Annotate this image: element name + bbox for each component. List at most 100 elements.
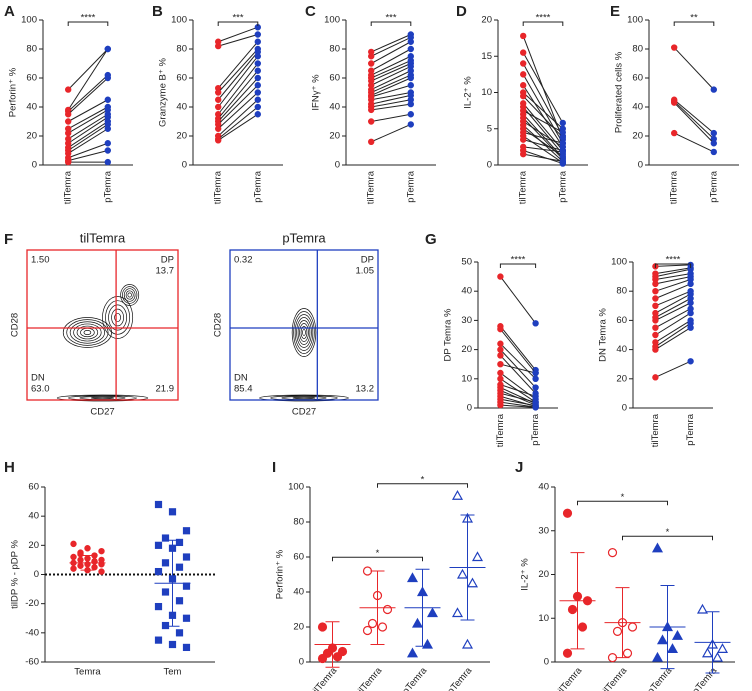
pair-line	[371, 94, 411, 105]
pair-line	[67, 48, 109, 90]
panel-label: F	[4, 231, 13, 248]
point	[182, 553, 191, 561]
pair-line	[522, 110, 564, 133]
panel-label: J	[515, 459, 523, 476]
y-tick-label: 20	[461, 344, 472, 355]
point	[711, 651, 724, 662]
contour	[76, 325, 99, 340]
x-tick-label: pTemra	[530, 413, 541, 445]
point	[652, 324, 659, 331]
contour	[291, 308, 317, 357]
y-tick-label: 80	[176, 44, 187, 55]
y-tick-label: 20	[26, 131, 37, 142]
point	[497, 273, 504, 280]
y-axis-label: CD28	[213, 313, 224, 337]
pair-line	[523, 131, 563, 144]
point	[532, 393, 539, 400]
point	[710, 148, 718, 156]
y-tick-label: 100	[21, 15, 37, 26]
point	[559, 158, 567, 165]
point	[182, 527, 191, 535]
pair-line	[522, 95, 564, 138]
point	[532, 375, 539, 382]
point	[77, 556, 84, 564]
pair-line	[218, 34, 258, 47]
pair-line	[370, 34, 412, 53]
quadrant-name: DP	[161, 255, 174, 266]
y-tick-label: 40	[28, 511, 39, 522]
error-bar	[165, 539, 180, 627]
point	[687, 280, 694, 288]
pair-line	[522, 92, 564, 130]
x-tick-label: CD27⁻ tilTemra	[579, 665, 630, 691]
pair-line	[500, 328, 536, 374]
contour	[125, 290, 134, 300]
point	[154, 567, 163, 576]
contour	[259, 394, 349, 402]
pair-line	[655, 298, 691, 318]
pair-line	[371, 113, 411, 122]
pair-line	[370, 65, 412, 86]
point	[407, 74, 414, 82]
point	[671, 99, 678, 106]
pair-line	[68, 142, 108, 159]
gate-frame	[229, 249, 379, 401]
y-axis-label: DN Temra %	[598, 308, 609, 362]
point	[497, 346, 504, 353]
pair-line	[67, 48, 109, 111]
x-tick-label: tilTemra	[213, 170, 224, 204]
significance-label: *	[621, 492, 625, 503]
point	[671, 44, 678, 51]
pair-line	[522, 106, 564, 155]
point	[214, 125, 222, 132]
pair-line	[371, 92, 411, 101]
point	[407, 82, 414, 89]
y-tick-label: 20	[293, 622, 304, 633]
pairs	[214, 24, 261, 144]
x-tick-label: Tem	[164, 667, 182, 678]
point	[182, 643, 191, 652]
pair-line	[500, 404, 536, 408]
pair-line	[370, 74, 412, 93]
point	[104, 74, 112, 82]
point	[382, 604, 393, 615]
pairs	[497, 273, 539, 411]
point	[652, 317, 659, 324]
y-axis-label: Granzyme B⁺ %	[158, 58, 169, 127]
y-tick-label: 0	[32, 160, 37, 171]
pair-line	[500, 384, 536, 397]
pair-line	[500, 355, 536, 394]
contour	[108, 304, 128, 331]
point	[214, 42, 222, 50]
panel-label: B	[152, 3, 163, 20]
point	[666, 643, 679, 653]
pair-line	[217, 77, 259, 122]
y-tick-label: 10	[481, 87, 492, 98]
group	[649, 542, 686, 670]
y-tick-label: 100	[171, 15, 187, 26]
point	[98, 568, 105, 575]
point	[607, 548, 618, 558]
pair-line	[500, 392, 536, 403]
contour	[300, 326, 308, 339]
x-tick-label: pTemra	[685, 413, 696, 445]
pairs	[671, 44, 718, 156]
pair-line	[370, 70, 412, 91]
significance-bracket	[499, 263, 537, 268]
point	[168, 640, 177, 649]
y-tick-label: 40	[176, 102, 187, 113]
point	[91, 564, 98, 571]
pair-line	[655, 290, 691, 307]
point	[567, 604, 578, 615]
contour	[122, 286, 138, 304]
pair-line	[655, 279, 691, 292]
point	[559, 129, 567, 136]
point	[652, 288, 659, 295]
pair-line	[500, 363, 536, 374]
point	[559, 134, 567, 141]
group	[359, 566, 396, 645]
pair-line	[673, 100, 715, 140]
point	[622, 648, 633, 658]
x-tick-label: tilTemra	[366, 170, 377, 204]
